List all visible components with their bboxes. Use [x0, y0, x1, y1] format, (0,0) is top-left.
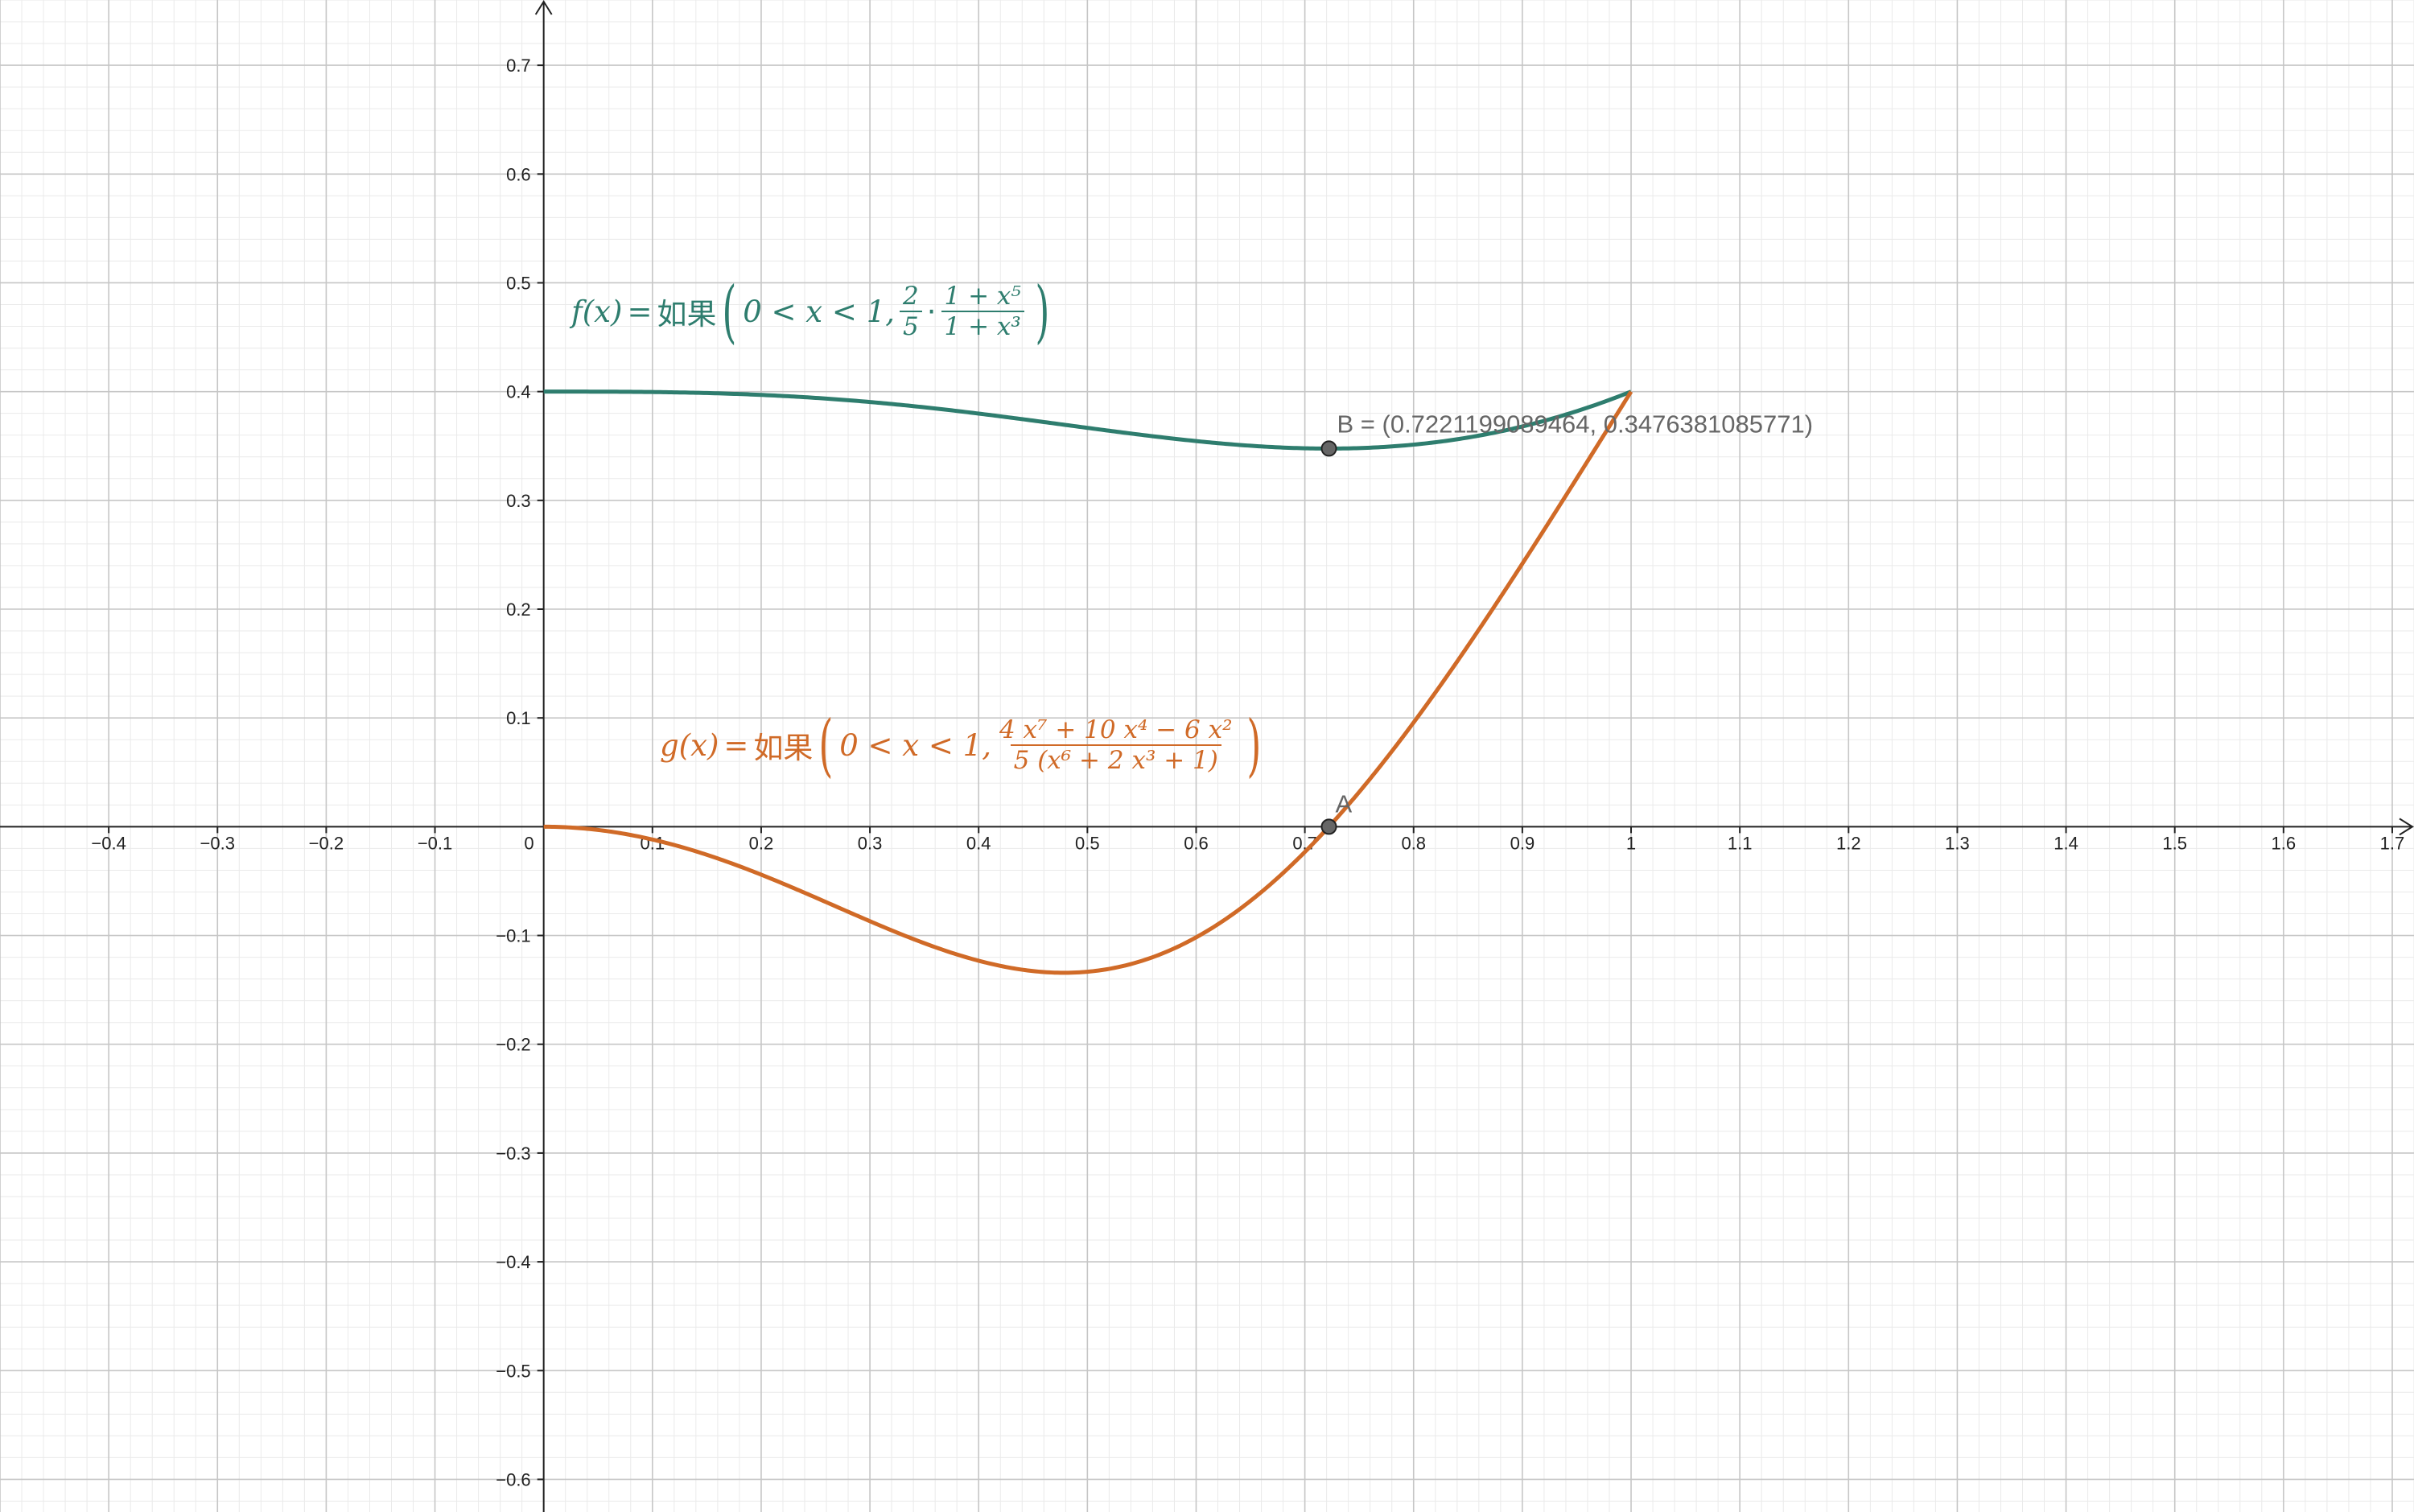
x-tick-label: 0.2	[749, 833, 774, 853]
x-tick-label: 1.2	[1836, 833, 1861, 853]
f-fraction-polynomial: 1 + x⁵ 1 + x³	[941, 282, 1024, 341]
f-condition: 0 < x < 1,	[743, 294, 895, 329]
g-equals: =	[723, 727, 749, 763]
f-frac1-denominator: 5	[900, 311, 922, 341]
x-tick-label: −0.4	[91, 833, 126, 853]
g-close-paren: )	[1246, 706, 1261, 785]
f-open-paren: (	[722, 272, 737, 351]
y-tick-label: −0.4	[496, 1252, 530, 1272]
curves[interactable]	[543, 389, 1633, 975]
x-tick-label: 1.4	[2054, 833, 2078, 853]
point-B-label: B = (0.7221199089464, 0.3476381085771)	[1337, 410, 1814, 438]
x-tick-label: −0.1	[418, 833, 452, 853]
y-tick-label: −0.6	[496, 1469, 530, 1489]
g-frac-numerator: 4 x⁷ + 10 x⁴ − 6 x²	[999, 715, 1233, 744]
curve-f[interactable]	[543, 389, 1632, 451]
x-tick-label: 0.5	[1075, 833, 1100, 853]
curve-g[interactable]	[543, 390, 1633, 975]
g-formula-label[interactable]: g(x) = 如果 ( 0 < x < 1, 4 x⁷ + 10 x⁴ − 6 …	[660, 711, 1267, 779]
x-tick-label: −0.2	[309, 833, 344, 853]
f-if-function: 如果	[657, 297, 717, 332]
f-frac2-denominator: 1 + x³	[941, 311, 1024, 341]
y-tick-label: 0.4	[506, 382, 531, 402]
f-fraction-two-fifths: 2 5	[900, 282, 922, 341]
y-tick-label: 0.3	[506, 491, 531, 511]
x-tick-label: 0.3	[858, 833, 883, 853]
f-frac2-numerator: 1 + x⁵	[944, 282, 1021, 311]
x-tick-label: 1.6	[2272, 833, 2297, 853]
x-tick-label: 0.8	[1401, 833, 1426, 853]
f-dot: ·	[926, 294, 937, 329]
x-tick-label: 1	[1626, 833, 1636, 853]
x-tick-label: 1.5	[2162, 833, 2187, 853]
x-tick-label: 1.1	[1728, 833, 1753, 853]
x-axis-arrow-icon	[2399, 818, 2414, 836]
x-tick-label: 1.3	[1945, 833, 1970, 853]
g-condition: 0 < x < 1,	[839, 727, 991, 763]
g-fraction: 4 x⁷ + 10 x⁴ − 6 x² 5 (x⁶ + 2 x³ + 1)	[996, 715, 1236, 775]
f-formula-label[interactable]: f(x) = 如果 ( 0 < x < 1, 2 5 · 1 + x⁵ 1 + …	[571, 278, 1056, 345]
x-tick-label: 1.7	[2380, 833, 2405, 853]
x-tick-label: 0	[524, 833, 533, 853]
y-tick-label: −0.3	[496, 1143, 530, 1164]
point-A-label: A	[1336, 789, 1353, 818]
y-tick-label: 0.5	[506, 273, 531, 293]
y-tick-label: −0.2	[496, 1035, 530, 1055]
g-if-function: 如果	[753, 731, 814, 765]
y-tick-label: 0.7	[506, 56, 531, 76]
y-tick-label: −0.1	[496, 926, 530, 946]
g-lhs: g(x)	[660, 727, 719, 763]
g-frac-denominator: 5 (x⁶ + 2 x³ + 1)	[1010, 744, 1221, 775]
f-lhs: f(x)	[571, 294, 623, 329]
y-tick-label: 0.6	[506, 164, 531, 184]
y-tick-label: 0.1	[506, 708, 531, 728]
x-tick-label: 0.4	[966, 833, 991, 853]
g-open-paren: (	[818, 706, 834, 785]
f-frac1-numerator: 2	[903, 282, 919, 311]
points[interactable]: A B = (0.7221199089464, 0.3476381085771)	[1320, 410, 1814, 835]
f-close-paren: )	[1035, 272, 1050, 351]
y-axis-arrow-icon	[534, 0, 553, 15]
x-tick-label: 0.6	[1184, 833, 1209, 853]
x-tick-label: 0.9	[1510, 833, 1535, 853]
y-tick-label: −0.5	[496, 1361, 530, 1381]
y-tick-label: 0.2	[506, 599, 531, 620]
x-tick-label: −0.3	[200, 833, 235, 853]
point-B[interactable]	[1320, 440, 1337, 457]
point-A[interactable]	[1320, 818, 1337, 835]
f-equals: =	[627, 294, 653, 329]
